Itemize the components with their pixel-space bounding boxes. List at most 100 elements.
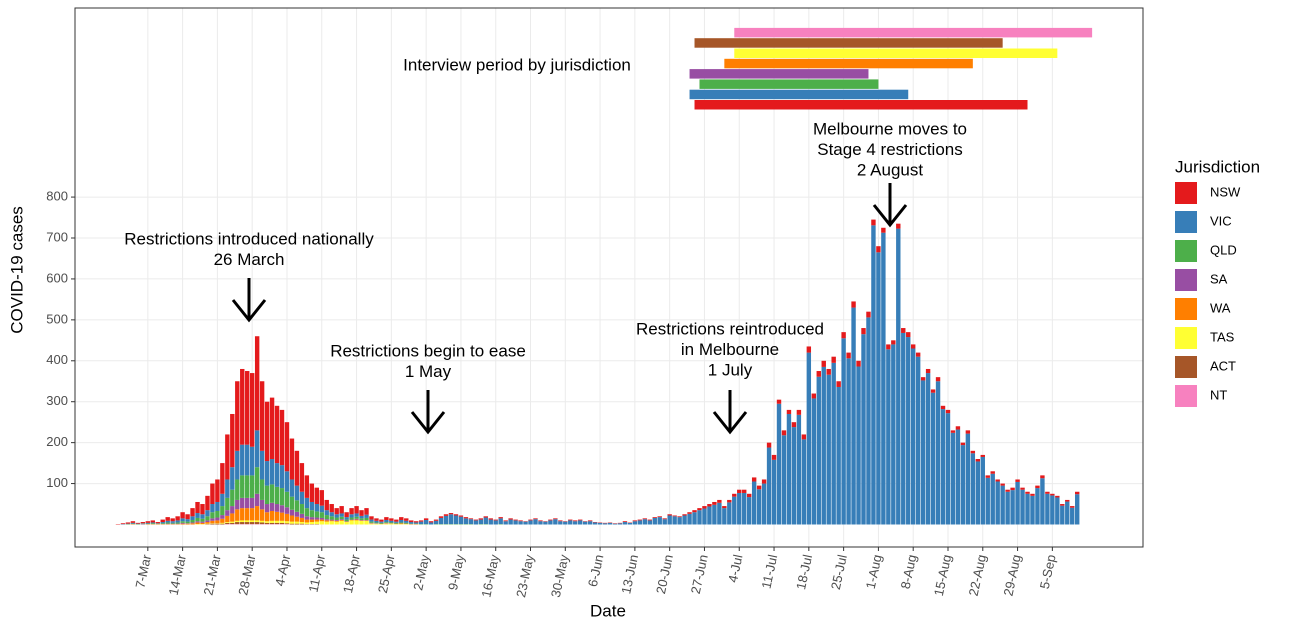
bar-segment — [354, 518, 359, 520]
bar-segment — [170, 522, 175, 524]
legend-swatch — [1175, 182, 1197, 204]
x-tick-label: 20-Jun — [653, 553, 676, 595]
bar-segment — [1020, 487, 1025, 490]
bar-segment — [264, 521, 270, 523]
bar-segment — [245, 508, 250, 521]
bar-segment — [1025, 491, 1030, 494]
bar-segment — [722, 506, 727, 509]
bar-segment — [309, 510, 315, 518]
bar-segment — [249, 522, 255, 525]
bar-segment — [254, 336, 260, 431]
bar-segment — [130, 521, 136, 523]
bar-segment — [602, 523, 608, 525]
bar-segment — [1060, 504, 1065, 506]
bar-segment — [145, 521, 151, 523]
bar-segment — [955, 426, 961, 430]
bar-segment — [980, 456, 985, 525]
bar-segment — [279, 505, 285, 513]
bar-segment — [796, 414, 802, 525]
bar-segment — [359, 520, 364, 525]
bar-segment — [165, 520, 170, 523]
bar-segment — [225, 434, 230, 480]
bar-segment — [240, 368, 245, 445]
bar-segment — [339, 519, 344, 521]
bar-segment — [906, 332, 911, 338]
bar-segment — [861, 334, 866, 525]
annotation: Restrictions reintroduced — [636, 319, 824, 338]
bar-segment — [334, 521, 339, 525]
interview-bar — [689, 69, 869, 79]
bar-segment — [264, 512, 270, 522]
bar-segment — [200, 514, 205, 519]
bar-segment — [185, 523, 190, 525]
bar-segment — [642, 519, 648, 525]
bar-segment — [264, 401, 270, 462]
bar-segment — [215, 501, 220, 511]
bar-segment — [254, 520, 260, 523]
x-tick-label: 16-May — [478, 553, 502, 599]
bar-segment — [369, 519, 374, 522]
bar-segment — [324, 510, 329, 516]
bar-segment — [359, 515, 364, 519]
bar-segment — [235, 522, 240, 525]
bar-segment — [319, 519, 324, 522]
bar-segment — [851, 307, 856, 525]
bar-segment — [990, 471, 995, 474]
x-tick-label: 11-Jul — [759, 553, 781, 590]
bar-segment — [259, 499, 265, 510]
x-tick-label: 25-Jul — [828, 553, 850, 591]
bar-segment — [871, 219, 876, 226]
bar-segment — [334, 514, 339, 518]
bar-segment — [269, 510, 275, 521]
bar-segment — [135, 522, 141, 524]
bar-segment — [702, 508, 707, 525]
bar-segment — [672, 516, 677, 525]
bar-segment — [423, 518, 429, 520]
bar-segment — [756, 489, 762, 525]
bar-segment — [180, 522, 185, 524]
bar-segment — [851, 301, 856, 308]
bar-segment — [473, 519, 479, 521]
bar-segment — [508, 519, 513, 525]
bar-segment — [911, 344, 916, 349]
bar-segment — [354, 516, 359, 519]
bar-segment — [274, 522, 280, 525]
bar-segment — [309, 517, 315, 520]
bar-segment — [304, 522, 310, 525]
bar-segment — [761, 479, 767, 484]
bar-segment — [652, 517, 657, 518]
interview-bar — [694, 38, 1003, 48]
bar-segment — [1070, 506, 1075, 508]
bar-segment — [245, 522, 250, 525]
bar-segment — [657, 517, 662, 525]
bar-segment — [876, 252, 881, 525]
bar-segment — [930, 389, 936, 393]
bar-segment — [751, 481, 757, 525]
bar-segment — [215, 517, 220, 521]
bar-segment — [195, 513, 200, 518]
bar-segment — [379, 521, 384, 523]
bar-segment — [697, 510, 702, 525]
bar-segment — [349, 520, 354, 525]
bar-segment — [746, 493, 752, 498]
bar-segment — [811, 393, 816, 399]
bar-segment — [761, 483, 767, 525]
bar-segment — [374, 518, 379, 521]
bar-segment — [344, 522, 349, 525]
x-tick-label: 4-Apr — [272, 553, 293, 588]
bar-segment — [274, 520, 280, 523]
bar-segment — [707, 506, 712, 525]
bar-segment — [245, 497, 250, 509]
bar-segment — [190, 522, 195, 524]
bar-segment — [458, 515, 464, 517]
bar-segment — [399, 517, 404, 520]
bar-segment — [920, 380, 926, 525]
bar-segment — [503, 521, 508, 525]
bar-segment — [448, 513, 454, 515]
bar-segment — [185, 519, 190, 522]
bar-segment — [578, 519, 583, 521]
bar-segment — [409, 520, 414, 523]
bar-segment — [254, 467, 260, 494]
bar-segment — [399, 522, 404, 524]
